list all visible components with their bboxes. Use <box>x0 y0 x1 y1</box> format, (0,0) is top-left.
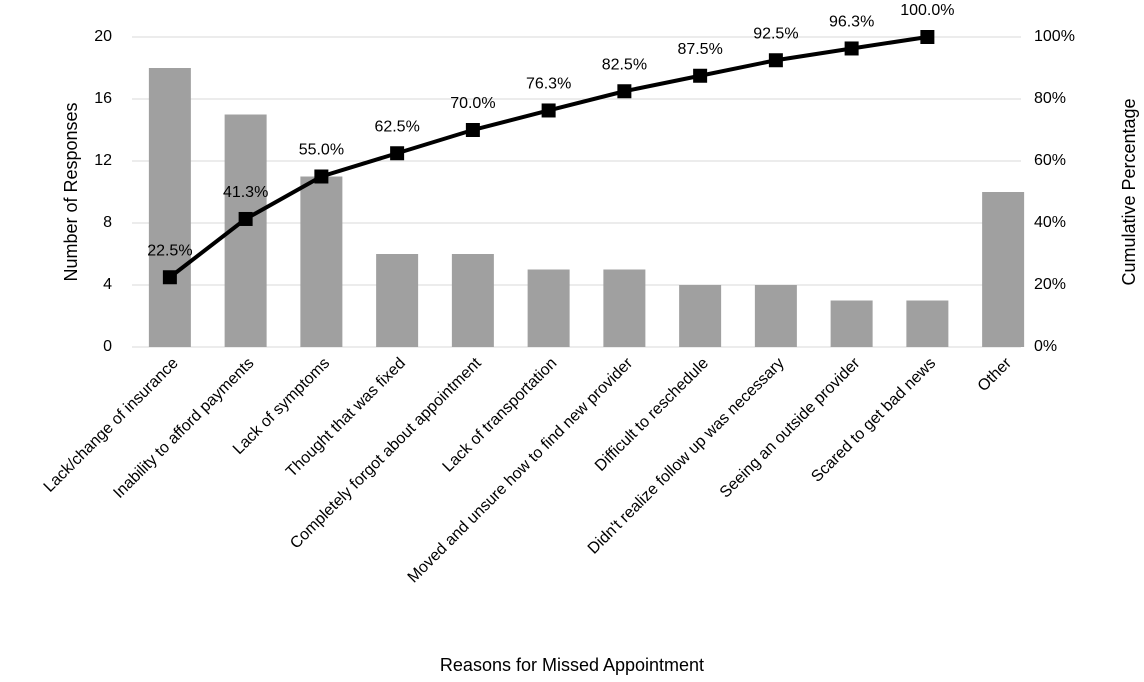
data-label: 96.3% <box>829 14 874 31</box>
bar <box>148 68 191 347</box>
y-tick-label: 0 <box>103 338 112 355</box>
bar <box>527 269 570 347</box>
y-axis-title: Number of Responses <box>61 102 81 281</box>
bar <box>754 285 797 347</box>
bar <box>830 300 873 347</box>
marker <box>920 30 935 44</box>
marker <box>617 84 632 99</box>
marker <box>390 146 405 161</box>
data-label: 70.0% <box>450 95 495 112</box>
x-tick-label: Scared to get bad news <box>808 355 939 486</box>
marker <box>541 103 556 118</box>
data-label: 22.5% <box>147 242 192 259</box>
y2-tick-label: 60% <box>1034 152 1066 169</box>
y2-axis-title: Cumulative Percentage <box>1119 98 1139 285</box>
data-label: 55.0% <box>299 142 344 159</box>
marker <box>314 169 329 184</box>
marker <box>768 53 783 68</box>
data-label: 82.5% <box>602 56 647 73</box>
data-label: 62.5% <box>374 118 419 135</box>
marker <box>844 41 859 56</box>
x-tick-label: Seeing an outside provider <box>717 354 864 501</box>
data-label: 100.0% <box>900 2 954 19</box>
bar <box>451 254 494 347</box>
y-tick-label: 8 <box>103 214 112 231</box>
data-label: 92.5% <box>753 25 798 42</box>
bar <box>603 269 646 347</box>
bar <box>679 285 722 347</box>
bar <box>376 254 419 347</box>
x-tick-label: Inability to afford payments <box>110 355 257 502</box>
marker <box>693 68 708 83</box>
x-tick-label: Lack/change of insurance <box>41 355 182 496</box>
bar <box>982 192 1025 347</box>
y2-tick-label: 0% <box>1034 338 1057 355</box>
y2-tick-label: 100% <box>1034 28 1075 45</box>
y-tick-label: 20 <box>94 28 112 45</box>
x-axis-title: Reasons for Missed Appointment <box>440 655 704 675</box>
y2-tick-label: 20% <box>1034 276 1066 293</box>
data-label: 87.5% <box>677 41 722 58</box>
x-tick-label: Other <box>975 354 1016 395</box>
y-tick-label: 12 <box>94 152 112 169</box>
bar <box>300 176 343 347</box>
y-tick-label: 4 <box>103 276 112 293</box>
y-tick-label: 16 <box>94 90 112 107</box>
marker <box>162 270 177 285</box>
marker <box>238 211 253 226</box>
cumulative-line <box>168 35 928 279</box>
y2-tick-label: 40% <box>1034 214 1066 231</box>
data-label: 76.3% <box>526 76 571 93</box>
marker <box>465 123 480 137</box>
bar <box>906 300 949 347</box>
data-label: 41.3% <box>223 184 268 201</box>
y2-tick-label: 80% <box>1034 90 1066 107</box>
